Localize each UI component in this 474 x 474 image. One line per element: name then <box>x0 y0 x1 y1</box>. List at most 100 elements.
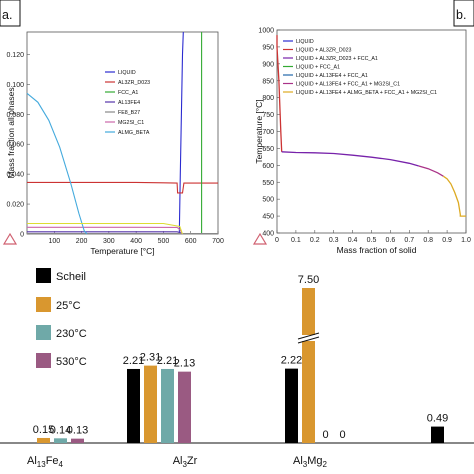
legend-label-b: LIQUID + AL13FE4 + ALMG_BETA + FCC_A1 + … <box>296 90 437 96</box>
y-tick-label-b: 750 <box>262 112 274 119</box>
panel-label-box-b <box>453 0 474 27</box>
bar <box>71 438 84 443</box>
bar <box>285 368 298 443</box>
category-label: Al13Fe4 <box>27 455 64 469</box>
x-tick-label-b: 0.4 <box>348 237 358 244</box>
bar-value-label: 0 <box>339 429 345 441</box>
legend-label-b: LIQUID + AL3ZR_D023 + FCC_A1 <box>296 56 378 62</box>
series-line-a <box>26 92 88 235</box>
y-tick-label-b: 650 <box>262 146 274 153</box>
legend-swatch-c <box>36 268 51 283</box>
bar <box>54 438 67 443</box>
x-tick-label-b: 1.0 <box>461 237 471 244</box>
panel-a-phase-fraction-chart: a. 0 0.020 0.040 0.060 0.080 0.100 0.120 100 200 3… <box>0 0 224 256</box>
bar-value-label: 2.22 <box>281 355 302 367</box>
legend-label-c: 25°C <box>56 300 81 312</box>
y-tick-label-b: 800 <box>262 95 274 102</box>
category-label: Al3Mg2 <box>293 455 328 469</box>
legend-label-b: LIQUID + AL13FE4 + FCC_A1 <box>296 73 368 79</box>
legend-swatch-c <box>36 353 51 368</box>
panel-c-bar-chart: Scheil 25°C 230°C 530°C 0.150.140.13 2.212.31… <box>0 268 474 469</box>
legend-swatch-c <box>36 297 51 312</box>
legend-label-a: FE8_B27 <box>118 110 140 116</box>
bar <box>127 368 140 443</box>
x-tick-label-b: 0.2 <box>310 237 320 244</box>
legend-label-c: 230°C <box>56 328 87 340</box>
bar-value-label: 2.21 <box>157 355 178 367</box>
bar-value-label: 2.31 <box>140 352 161 364</box>
y-tick-label-b: 550 <box>262 180 274 187</box>
x-tick-label-a: 400 <box>130 238 142 245</box>
x-tick-label-b: 0.3 <box>329 237 339 244</box>
legend-label-b: LIQUID <box>296 39 314 45</box>
bar-value-label: 2.21 <box>123 355 144 367</box>
plot-area-b <box>276 29 467 234</box>
series-line-a <box>178 31 184 235</box>
y-tick-label-a: 0 <box>20 232 24 239</box>
bar <box>178 371 191 443</box>
x-tick-label-a: 300 <box>103 238 115 245</box>
y-tick-label-b: 850 <box>262 78 274 85</box>
y-tick-label-a: 0.100 <box>6 82 24 89</box>
series-line-b <box>418 165 444 177</box>
bar-value-label: 0.13 <box>67 425 88 437</box>
legend-swatch-c <box>36 325 51 340</box>
y-tick-label-b: 450 <box>262 214 274 221</box>
series-line-a <box>27 231 183 235</box>
bar-value-label: 2.13 <box>174 358 195 370</box>
legend-label-b: LIQUID + AL13FE4 + FCC_A1 + MG2SI_C1 <box>296 82 400 88</box>
legend-label-a: LIQUID <box>118 70 136 76</box>
y-tick-label-b: 900 <box>262 61 274 68</box>
y-tick-label-a: 0.060 <box>6 142 24 149</box>
bar-value-label: 0.49 <box>427 413 448 425</box>
legend-label-c: Scheil <box>56 271 86 283</box>
bar-value-label: 0.14 <box>50 424 71 436</box>
series-line-a <box>27 181 218 194</box>
panel-label-box-a <box>0 0 21 27</box>
y-axis-label-a: Mass fraction all phases <box>6 87 16 178</box>
y-tick-label-b: 400 <box>262 231 274 238</box>
y-tick-label-b: 700 <box>262 129 274 136</box>
axis-break-gap <box>299 335 318 341</box>
x-tick-label-b: 0.1 <box>291 237 301 244</box>
x-tick-label-b: 0.7 <box>404 237 414 244</box>
legend-label-b: LIQUID + AL3ZR_D023 <box>296 48 352 54</box>
y-tick-label-a: 0.020 <box>6 202 24 209</box>
panel-b-scheil-chart: b. 400 450 500 550 600 650 700 750 800 850 900 950 10… <box>252 0 474 255</box>
legend-label-a: AL3ZR_D023 <box>118 80 150 86</box>
y-tick-label-a: 0.040 <box>6 172 24 179</box>
x-tick-label-a: 700 <box>212 238 224 245</box>
panel-label-b: b. <box>456 8 466 22</box>
axis-break-mark <box>297 336 320 344</box>
x-tick-label-b: 0.9 <box>442 237 452 244</box>
x-tick-label-a: 100 <box>48 238 60 245</box>
series-line-b <box>442 175 466 217</box>
legend-label-a: MG2SI_C1 <box>118 120 144 126</box>
series-line-a <box>27 226 183 235</box>
series-line-a <box>27 222 184 235</box>
x-tick-label-b: 0 <box>275 237 279 244</box>
x-tick-label-a: 600 <box>185 238 197 245</box>
x-axis-label-a: Temperature [°C] <box>90 246 154 256</box>
bar <box>144 365 157 443</box>
x-tick-label-a: 200 <box>76 238 88 245</box>
y-tick-label-a: 0.080 <box>6 112 24 119</box>
y-tick-label-a: 0.120 <box>6 52 24 59</box>
bar <box>431 426 444 443</box>
bar <box>37 437 50 443</box>
y-tick-label-b: 1000 <box>258 28 274 35</box>
series-line-b <box>281 151 419 167</box>
legend-label-b: LIQUID + FCC_A1 <box>296 65 340 71</box>
bar <box>161 368 174 443</box>
axis-break-mark <box>297 332 320 340</box>
legend-label-a: AL13FE4 <box>118 100 140 106</box>
thermocalc-logo-icon-b <box>252 232 268 245</box>
legend-label-a: ALMG_BETA <box>118 130 150 136</box>
x-tick-label-b: 0.5 <box>367 237 377 244</box>
bar <box>302 288 315 443</box>
panel-label-a: a. <box>2 8 12 22</box>
category-label: Al3Zr <box>173 455 198 469</box>
x-tick-label-b: 0.8 <box>423 237 433 244</box>
y-axis-label-b: Temperature [°C] <box>254 99 264 163</box>
